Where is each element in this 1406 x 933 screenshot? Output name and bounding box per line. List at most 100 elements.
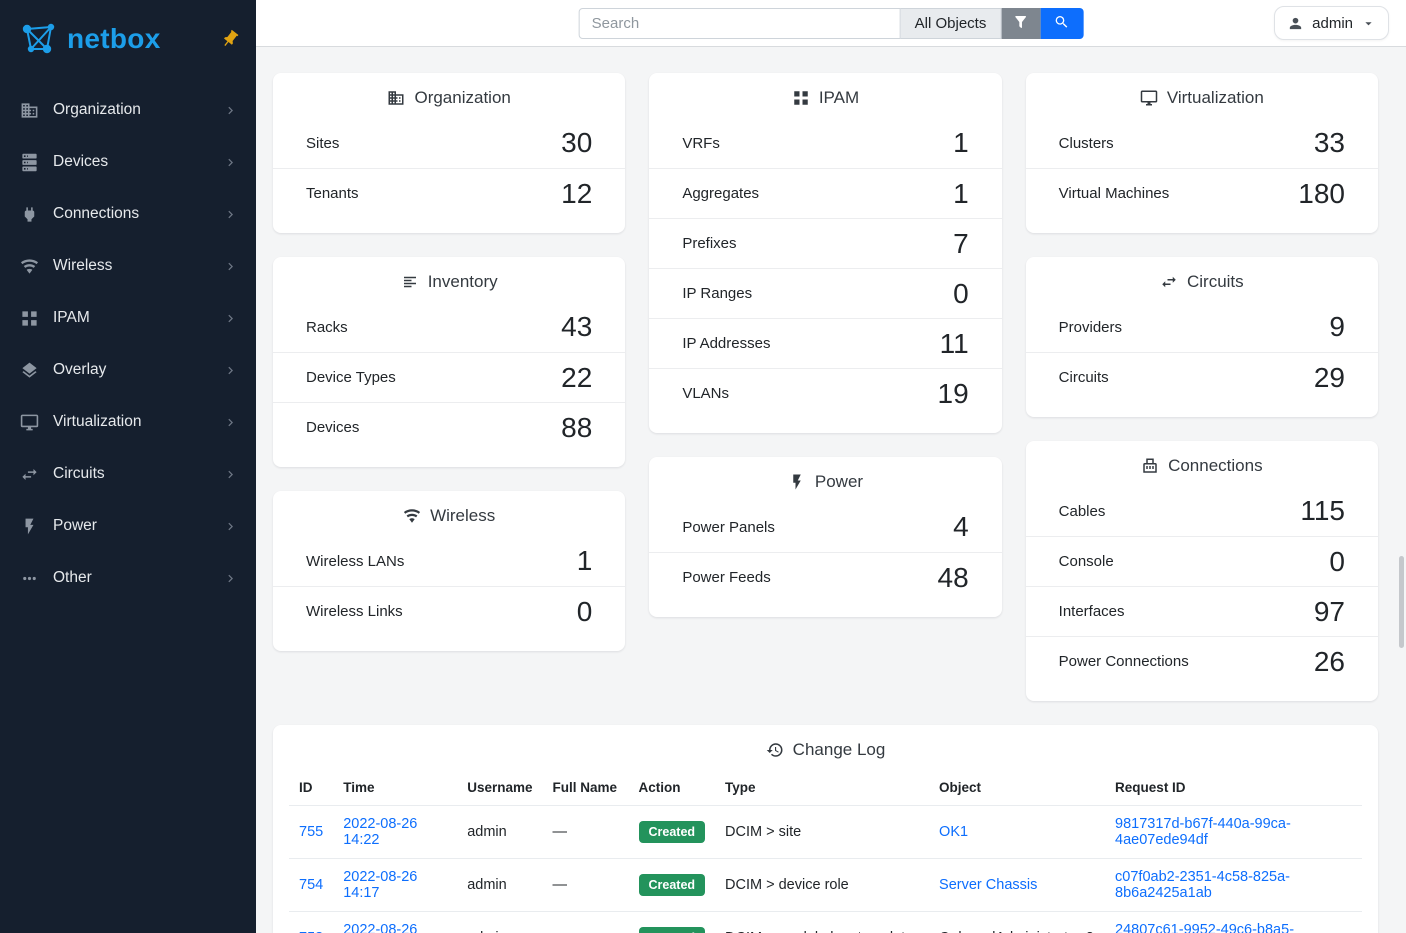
stat-value-link[interactable]: 180 xyxy=(1298,177,1345,209)
card-virtualization: Virtualization Clusters 33 Virtual Machi… xyxy=(1025,73,1378,233)
pin-icon[interactable] xyxy=(216,25,244,53)
stat-value-link[interactable]: 1 xyxy=(953,127,969,158)
stat-label: Cables xyxy=(1058,502,1106,520)
stat-value-link[interactable]: 33 xyxy=(1313,127,1345,158)
stat-label: Clusters xyxy=(1058,134,1114,152)
stat-value-link[interactable]: 4 xyxy=(953,511,969,542)
card-title: Virtualization xyxy=(1166,88,1264,107)
card-power: Power Power Panels 4 Power Feeds 48 xyxy=(649,457,1002,617)
stat-label: Racks xyxy=(306,318,348,336)
filter-button[interactable] xyxy=(1001,7,1041,39)
stat-value-link[interactable]: 29 xyxy=(1313,361,1345,393)
building-icon xyxy=(387,89,405,107)
stat-value-link[interactable]: 30 xyxy=(561,127,593,158)
changelog-time-link[interactable]: 2022-08-26 14:22 xyxy=(343,816,418,848)
stat-row: Console 0 xyxy=(1025,536,1378,586)
sidebar-item-virtualization[interactable]: Virtualization xyxy=(8,396,248,448)
card-rows: Power Panels 4 Power Feeds 48 xyxy=(649,502,1002,617)
changelog-table: ID Time Username Full Name Action Type Object R… xyxy=(289,772,1362,933)
stat-label: Virtual Machines xyxy=(1058,185,1170,202)
dashboard-content: Organization Sites 30 Tenants 12 Invento… xyxy=(256,47,1406,933)
stat-label: Wireless Links xyxy=(306,603,403,620)
layers-icon xyxy=(20,361,39,380)
stat-label: Devices xyxy=(306,419,360,436)
changelog-request-id-link[interactable]: 9817317d-b67f-440a-99ca-4ae07ede94df xyxy=(1115,816,1291,848)
changelog-table-wrap: ID Time Username Full Name Action Type Object R… xyxy=(273,770,1378,933)
card-title: Power xyxy=(814,472,864,491)
user-menu-button[interactable]: admin xyxy=(1274,6,1389,40)
stat-row: Wireless LANs 1 xyxy=(273,536,625,586)
netbox-logo[interactable]: netbox xyxy=(18,20,161,58)
server-icon xyxy=(20,153,39,172)
changelog-object-link[interactable]: OK1 xyxy=(939,824,969,840)
stat-value-link[interactable]: 11 xyxy=(939,327,969,359)
sidebar-item-circuits[interactable]: Circuits xyxy=(8,448,248,500)
sidebar-item-label: IPAM xyxy=(53,309,90,326)
changelog-time-link[interactable]: 2022-08-26 14:15 xyxy=(343,922,418,933)
changelog-column-header: Request ID xyxy=(1115,780,1186,795)
changelog-title: Change Log xyxy=(792,740,886,759)
sidebar-item-devices[interactable]: Devices xyxy=(8,136,248,188)
sidebar-item-connections[interactable]: Connections xyxy=(8,188,248,240)
card-title: Connections xyxy=(1168,456,1263,475)
stat-value-link[interactable]: 48 xyxy=(937,561,969,593)
search-input[interactable] xyxy=(578,7,901,39)
card-rows: Wireless LANs 1 Wireless Links 0 xyxy=(273,536,626,651)
swap-icon xyxy=(20,465,39,484)
stat-value-link[interactable]: 0 xyxy=(953,277,969,309)
sidebar-item-ipam[interactable]: IPAM xyxy=(8,292,248,344)
sidebar-item-overlay[interactable]: Overlay xyxy=(8,344,248,396)
stat-value-link[interactable]: 9 xyxy=(1329,311,1345,342)
stat-value-link[interactable]: 97 xyxy=(1313,595,1345,627)
sidebar-nav: Organization Devices Connections Wireles… xyxy=(0,78,256,610)
scrollbar-thumb[interactable] xyxy=(1399,556,1404,648)
stat-value-link[interactable]: 0 xyxy=(1329,545,1345,577)
stat-value-link[interactable]: 26 xyxy=(1313,645,1345,677)
sidebar-item-label: Circuits xyxy=(53,465,105,482)
chevron-right-icon xyxy=(223,207,238,222)
main-area: All Objects admin Organization Sites 30 … xyxy=(256,0,1406,933)
stat-value-link[interactable]: 22 xyxy=(561,361,593,393)
stat-value-link[interactable]: 88 xyxy=(561,411,593,443)
sidebar-item-other[interactable]: Other xyxy=(8,552,248,604)
sidebar-item-organization[interactable]: Organization xyxy=(8,84,248,136)
stat-value-link[interactable]: 12 xyxy=(561,177,593,209)
changelog-id-link[interactable]: 753 xyxy=(299,930,323,933)
ip-grid-icon xyxy=(20,309,39,328)
wifi-icon xyxy=(403,507,421,525)
changelog-id-link[interactable]: 754 xyxy=(299,877,324,893)
card-rows: Racks 43 Device Types 22 Devices 88 xyxy=(273,302,626,467)
stat-value-link[interactable]: 1 xyxy=(953,177,969,209)
changelog-row: 754 2022-08-26 14:17 admin — Created DCI… xyxy=(289,858,1362,912)
sidebar-item-wireless[interactable]: Wireless xyxy=(8,240,248,292)
stat-value-link[interactable]: 0 xyxy=(576,595,593,627)
stat-value-link[interactable]: 115 xyxy=(1300,495,1345,526)
object-type-dropdown[interactable]: All Objects xyxy=(900,7,1002,39)
card-rows: Sites 30 Tenants 12 xyxy=(273,118,626,233)
stat-value-link[interactable]: 1 xyxy=(576,545,593,576)
ip-grid-icon xyxy=(792,89,810,107)
card-wireless: Wireless Wireless LANs 1 Wireless Links … xyxy=(273,491,626,651)
changelog-request-id-link[interactable]: c07f0ab2-2351-4c58-825a-8b6a2425a1ab xyxy=(1115,869,1290,901)
search-submit-button[interactable] xyxy=(1040,7,1084,39)
changelog-object-link[interactable]: Server Chassis xyxy=(939,877,1038,893)
stat-row: IP Addresses 11 xyxy=(649,318,1002,368)
stat-row: Cables 115 xyxy=(1026,486,1378,536)
stat-row: Power Panels 4 xyxy=(649,502,1001,552)
list-icon xyxy=(401,273,419,291)
stat-row: VLANs 19 xyxy=(649,368,1002,418)
card-header: Organization xyxy=(273,73,625,118)
bolt-icon xyxy=(20,517,39,536)
stat-label: Tenants xyxy=(306,185,359,202)
netbox-logo-text: netbox xyxy=(67,23,161,54)
changelog-id-link[interactable]: 755 xyxy=(299,824,324,840)
stat-value-link[interactable]: 7 xyxy=(953,227,969,259)
sidebar-item-power[interactable]: Power xyxy=(8,500,248,552)
stat-value-link[interactable]: 19 xyxy=(937,377,969,409)
stat-row: Wireless Links 0 xyxy=(273,586,626,636)
card-inventory: Inventory Racks 43 Device Types 22 Devic… xyxy=(273,257,626,467)
changelog-time-link[interactable]: 2022-08-26 14:17 xyxy=(343,869,418,901)
stat-value-link[interactable]: 43 xyxy=(561,311,593,342)
changelog-request-id-link[interactable]: 24807c61-9952-49c6-b8a5-69760bfcc4b3 xyxy=(1115,922,1295,933)
sidebar-item-label: Organization xyxy=(53,101,141,118)
